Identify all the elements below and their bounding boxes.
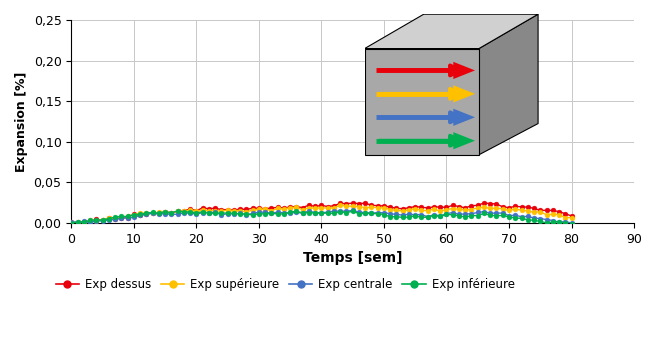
Exp dessus <box>530 206 538 211</box>
Exp centrale <box>480 209 488 214</box>
Exp supérieure <box>568 215 576 220</box>
Exp centrale <box>349 208 357 213</box>
Line: Exp inférieure: Exp inférieure <box>69 208 574 226</box>
Polygon shape <box>365 14 538 49</box>
Exp supérieure <box>443 207 451 212</box>
Exp dessus <box>74 220 81 225</box>
Exp supérieure <box>480 205 488 209</box>
Polygon shape <box>479 14 538 155</box>
Exp inférieure <box>505 215 513 219</box>
Exp inférieure <box>524 218 532 222</box>
Exp dessus <box>67 220 75 224</box>
Exp inférieure <box>480 211 488 215</box>
Exp inférieure <box>349 209 357 213</box>
Exp dessus <box>443 205 451 209</box>
Exp inférieure <box>568 222 576 226</box>
Exp dessus <box>386 205 394 209</box>
Exp dessus <box>349 201 357 205</box>
Line: Exp supérieure: Exp supérieure <box>69 203 574 226</box>
Exp inférieure <box>67 221 75 225</box>
Exp supérieure <box>386 207 394 212</box>
Exp supérieure <box>505 208 513 213</box>
Exp dessus <box>568 214 576 218</box>
Exp inférieure <box>173 209 181 213</box>
Exp centrale <box>443 212 451 216</box>
Exp inférieure <box>443 212 451 217</box>
Y-axis label: Expansion [%]: Expansion [%] <box>15 71 28 172</box>
Exp dessus <box>511 204 519 208</box>
Line: Exp dessus: Exp dessus <box>69 201 574 225</box>
Exp supérieure <box>524 209 532 213</box>
Exp centrale <box>386 212 394 216</box>
Polygon shape <box>453 85 475 103</box>
Exp centrale <box>568 221 576 225</box>
Exp inférieure <box>386 215 394 219</box>
Polygon shape <box>365 49 479 155</box>
Exp dessus <box>486 201 494 206</box>
Exp centrale <box>505 213 513 218</box>
Legend: Exp dessus, Exp supérieure, Exp centrale, Exp inférieure: Exp dessus, Exp supérieure, Exp centrale… <box>51 274 520 296</box>
Exp dessus <box>480 201 488 205</box>
Polygon shape <box>453 62 475 79</box>
Exp supérieure <box>67 221 75 225</box>
Exp centrale <box>67 220 75 224</box>
Exp centrale <box>524 214 532 219</box>
Exp centrale <box>342 209 350 213</box>
Exp supérieure <box>349 204 357 208</box>
Line: Exp centrale: Exp centrale <box>69 208 574 225</box>
Polygon shape <box>453 132 475 149</box>
Exp supérieure <box>336 203 344 207</box>
Polygon shape <box>453 109 475 126</box>
X-axis label: Temps [sem]: Temps [sem] <box>303 251 403 266</box>
